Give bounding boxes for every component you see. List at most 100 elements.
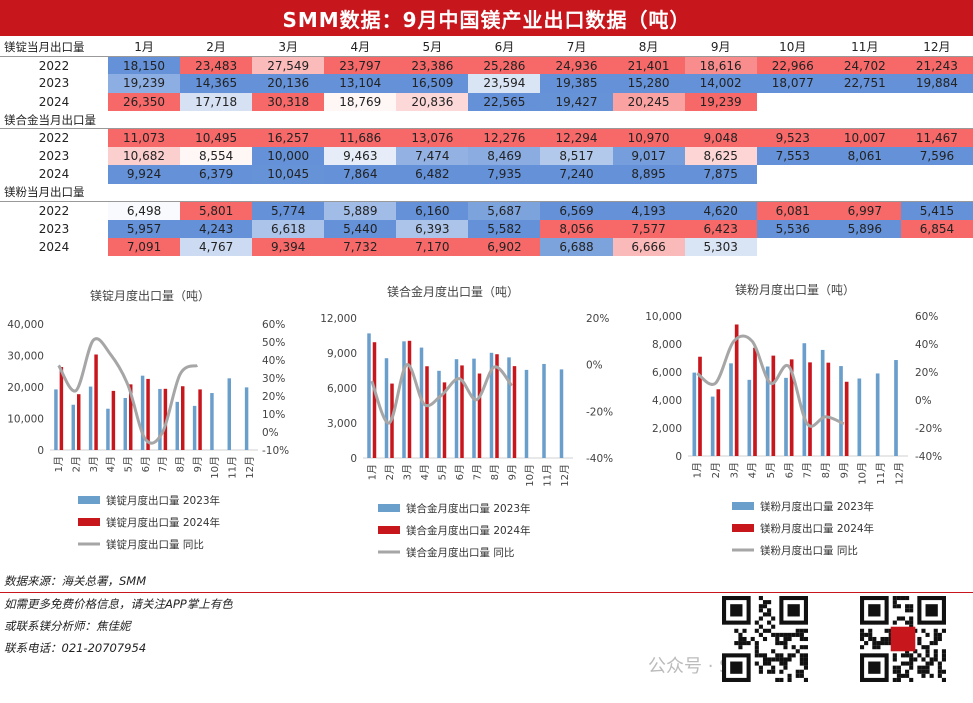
table-cell: 22,565 (468, 92, 541, 111)
y-tick-label: 3,000 (327, 418, 357, 430)
legend-swatch (78, 496, 100, 504)
table-cell: 19,239 (108, 74, 181, 93)
qr-code-icon[interactable] (860, 596, 946, 682)
table-cell: 14,365 (180, 74, 253, 93)
table-cell: 9,017 (612, 147, 685, 166)
table-cell: 7,875 (684, 165, 757, 184)
table-cell: 13,104 (324, 74, 397, 93)
x-tick-label: 9月 (506, 464, 518, 480)
y2-tick-label: 30% (262, 373, 285, 385)
table-cell: 7,091 (108, 238, 181, 257)
footer-line-2: 或联系镁分析师：焦佳妮 (4, 619, 131, 633)
x-tick-label: 7月 (157, 456, 169, 472)
table-cell (900, 238, 973, 257)
table-cell: 5,889 (324, 201, 397, 220)
qr-code-icon[interactable] (722, 596, 808, 682)
table-cell: 4,243 (180, 219, 253, 239)
table-cell: 22,751 (828, 74, 901, 93)
x-tick-label: 6月 (454, 464, 466, 480)
table-cell: 16,257 (252, 128, 325, 148)
table-cell: 6,997 (828, 201, 901, 220)
x-tick-label: 6月 (140, 456, 152, 472)
legend-swatch (378, 526, 400, 534)
table-header-label: 镁锭当月出口量 (4, 39, 85, 54)
table-cell: 4,767 (180, 238, 253, 257)
y-tick-label: 4,000 (652, 395, 682, 407)
table-cell: 10,045 (252, 165, 325, 184)
bar (753, 347, 757, 456)
table-cell: 6,666 (612, 238, 685, 257)
table-cell: 5,801 (180, 201, 253, 220)
legend-label: 镁合金月度出口量 2023年 (406, 502, 531, 515)
year-label: 2024 (38, 240, 70, 255)
year-label: 2022 (0, 201, 108, 220)
bar (192, 405, 197, 450)
table-cell: 20,836 (396, 92, 469, 111)
footer-line-3: 联系电话：021-20707954 (4, 641, 147, 655)
y2-tick-label: 20% (915, 367, 938, 379)
bar (692, 372, 697, 456)
table-cell: 11,467 (900, 128, 973, 148)
table-cell (828, 92, 901, 111)
table-cell: 10,970 (612, 128, 685, 148)
legend-label: 镁合金月度出口量 2024年 (406, 524, 531, 537)
bar (198, 389, 202, 450)
bar (771, 355, 776, 456)
month-header: 6月 (494, 40, 515, 55)
table-cell: 7,732 (324, 238, 397, 257)
month-header: 11月 (851, 40, 879, 55)
section-label: 镁合金当月出口量 (4, 112, 96, 127)
year-label: 2024 (38, 167, 70, 182)
legend-label: 镁粉月度出口量 2023年 (760, 500, 874, 513)
y2-tick-label: 50% (262, 337, 285, 349)
y2-tick-label: -10% (262, 445, 289, 457)
table-cell: 8,895 (612, 165, 685, 184)
footer-line-1: 如需更多免费价格信息，请关注APP掌上有色 (4, 597, 233, 611)
table-cell (756, 238, 829, 257)
legend-swatch (78, 518, 100, 526)
x-tick-label: 2月 (710, 462, 722, 478)
year-label: 2023 (38, 76, 70, 91)
table-cell: 5,896 (828, 219, 901, 239)
bar (765, 366, 770, 456)
table-cell (828, 165, 901, 184)
x-tick-label: 1月 (53, 456, 65, 472)
x-tick-label: 2月 (384, 464, 396, 480)
table-cell (900, 165, 973, 184)
bar (227, 378, 231, 450)
table-cell: 13,076 (396, 128, 469, 148)
table-cell: 6,618 (252, 219, 325, 239)
x-tick-label: 3月 (401, 464, 413, 480)
y-tick-label: 40,000 (7, 319, 44, 331)
legend-swatch (732, 502, 754, 510)
legend-swatch (378, 504, 400, 512)
table-cell: 7,864 (324, 165, 397, 184)
y2-tick-label: 20% (262, 391, 285, 403)
table-cell: 10,007 (828, 128, 901, 148)
y2-tick-label: -20% (915, 423, 942, 435)
bar (734, 324, 739, 456)
table-cell: 6,393 (396, 219, 469, 239)
bar (472, 358, 476, 458)
x-tick-label: 9月 (838, 462, 850, 478)
bar (71, 404, 75, 450)
legend-label: 镁粉月度出口量 同比 (760, 544, 858, 557)
x-tick-label: 7月 (802, 462, 814, 478)
chart-title: 镁合金月度出口量（吨） (387, 284, 519, 299)
bar (495, 354, 499, 458)
y2-tick-label: 0% (586, 360, 603, 372)
x-tick-label: 10月 (524, 464, 536, 487)
table-cell: 9,463 (324, 147, 397, 166)
x-tick-label: 1月 (366, 464, 378, 480)
table-cell: 6,688 (540, 238, 613, 257)
table-cell: 24,936 (540, 55, 613, 75)
year-label: 2023 (38, 149, 70, 164)
month-header: 10月 (779, 40, 807, 55)
table-cell (756, 165, 829, 184)
table-cell: 6,854 (900, 219, 973, 239)
bar (839, 366, 843, 456)
table-cell: 6,379 (180, 165, 253, 184)
table-cell: 22,966 (756, 55, 829, 75)
bar (181, 386, 185, 450)
bar (894, 360, 898, 456)
